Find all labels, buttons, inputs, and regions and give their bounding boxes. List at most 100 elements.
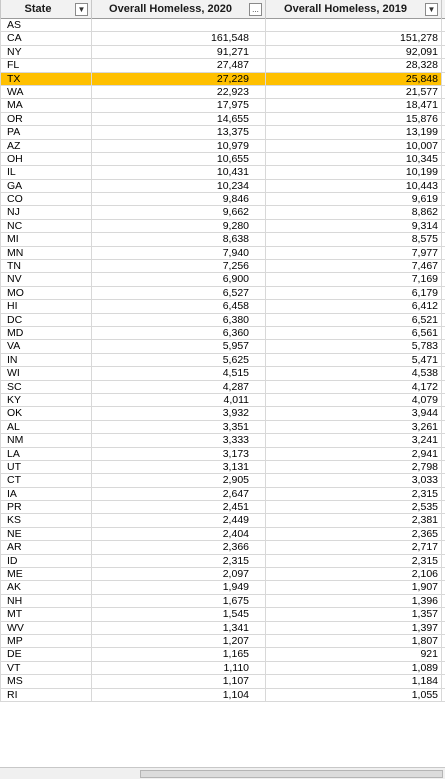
cell-homeless-2019[interactable]: 15,876 [266, 113, 442, 125]
cell-homeless-2020[interactable]: 6,360 [92, 327, 266, 339]
table-row[interactable]: AR 2,366 2,717 [0, 541, 445, 554]
table-row[interactable]: NE 2,404 2,365 [0, 528, 445, 541]
cell-homeless-2020[interactable]: 4,011 [92, 394, 266, 406]
cell-homeless-2020[interactable]: 1,107 [92, 675, 266, 687]
cell-homeless-2019[interactable]: 6,412 [266, 300, 442, 312]
cell-homeless-2020[interactable]: 1,949 [92, 581, 266, 593]
cell-homeless-2019[interactable]: 3,944 [266, 407, 442, 419]
table-row[interactable]: NV 6,900 7,169 [0, 273, 445, 286]
cell-homeless-2019[interactable]: 10,345 [266, 153, 442, 165]
cell-homeless-2019[interactable]: 1,907 [266, 581, 442, 593]
cell-state[interactable]: MA [0, 99, 92, 111]
cell-homeless-2019[interactable]: 2,717 [266, 541, 442, 553]
table-row[interactable]: GA 10,234 10,443 [0, 180, 445, 193]
cell-state[interactable]: MP [0, 635, 92, 647]
cell-homeless-2020[interactable]: 13,375 [92, 126, 266, 138]
cell-state[interactable]: RI [0, 689, 92, 701]
table-row[interactable]: KS 2,449 2,381 [0, 514, 445, 527]
table-row[interactable]: WI 4,515 4,538 [0, 367, 445, 380]
cell-state[interactable]: MI [0, 233, 92, 245]
table-row[interactable]: VT 1,110 1,089 [0, 662, 445, 675]
table-row[interactable]: NJ 9,662 8,862 [0, 206, 445, 219]
cell-homeless-2020[interactable]: 4,287 [92, 381, 266, 393]
scrollbar-thumb[interactable] [140, 770, 443, 778]
cell-homeless-2019[interactable]: 7,467 [266, 260, 442, 272]
cell-homeless-2019[interactable]: 6,521 [266, 314, 442, 326]
cell-homeless-2020[interactable]: 3,173 [92, 448, 266, 460]
filter-dropdown-icon[interactable]: ▼ [425, 3, 438, 16]
cell-homeless-2019[interactable]: 10,199 [266, 166, 442, 178]
cell-homeless-2019[interactable]: 5,471 [266, 354, 442, 366]
cell-state[interactable]: NE [0, 528, 92, 540]
table-row[interactable]: NC 9,280 9,314 [0, 220, 445, 233]
cell-homeless-2020[interactable]: 5,957 [92, 340, 266, 352]
cell-state[interactable]: NC [0, 220, 92, 232]
cell-state[interactable]: IA [0, 488, 92, 500]
cell-homeless-2020[interactable]: 91,271 [92, 46, 266, 58]
cell-state[interactable]: MN [0, 247, 92, 259]
table-row[interactable]: FL 27,487 28,328 [0, 59, 445, 72]
cell-homeless-2019[interactable]: 5,783 [266, 340, 442, 352]
cell-homeless-2020[interactable]: 14,655 [92, 113, 266, 125]
cell-state[interactable]: AK [0, 581, 92, 593]
cell-homeless-2020[interactable]: 3,351 [92, 421, 266, 433]
table-row[interactable]: ID 2,315 2,315 [0, 555, 445, 568]
cell-homeless-2019[interactable]: 2,381 [266, 514, 442, 526]
cell-homeless-2020[interactable]: 9,846 [92, 193, 266, 205]
cell-homeless-2019[interactable]: 18,471 [266, 99, 442, 111]
cell-homeless-2020[interactable]: 1,341 [92, 622, 266, 634]
cell-state[interactable]: NY [0, 46, 92, 58]
cell-homeless-2020[interactable]: 2,404 [92, 528, 266, 540]
cell-homeless-2019[interactable]: 8,575 [266, 233, 442, 245]
column-header-state[interactable]: State ▼ [0, 0, 92, 19]
cell-state[interactable]: TN [0, 260, 92, 272]
cell-state[interactable]: AL [0, 421, 92, 433]
table-row[interactable]: AZ 10,979 10,007 [0, 140, 445, 153]
cell-state[interactable]: NV [0, 273, 92, 285]
table-row[interactable]: RI 1,104 1,055 [0, 689, 445, 702]
table-row[interactable]: MO 6,527 6,179 [0, 287, 445, 300]
cell-homeless-2019[interactable]: 1,807 [266, 635, 442, 647]
cell-homeless-2020[interactable]: 10,234 [92, 180, 266, 192]
cell-homeless-2019[interactable]: 1,357 [266, 608, 442, 620]
cell-homeless-2020[interactable]: 22,923 [92, 86, 266, 98]
cell-state[interactable]: MS [0, 675, 92, 687]
cell-homeless-2020[interactable]: 27,487 [92, 59, 266, 71]
table-row[interactable]: ME 2,097 2,106 [0, 568, 445, 581]
cell-homeless-2020[interactable]: 3,131 [92, 461, 266, 473]
cell-homeless-2020[interactable]: 2,451 [92, 501, 266, 513]
table-row[interactable]: OR 14,655 15,876 [0, 113, 445, 126]
cell-homeless-2019[interactable]: 151,278 [266, 32, 442, 44]
horizontal-scrollbar[interactable] [0, 767, 445, 779]
cell-homeless-2020[interactable]: 1,104 [92, 689, 266, 701]
table-row[interactable]: SC 4,287 4,172 [0, 381, 445, 394]
column-header-2020[interactable]: Overall Homeless, 2020 ... [92, 0, 266, 19]
cell-homeless-2019[interactable]: 2,941 [266, 448, 442, 460]
cell-homeless-2020[interactable]: 1,675 [92, 595, 266, 607]
cell-homeless-2020[interactable]: 2,449 [92, 514, 266, 526]
table-row[interactable]: HI 6,458 6,412 [0, 300, 445, 313]
table-row[interactable]: CT 2,905 3,033 [0, 474, 445, 487]
cell-state[interactable]: VA [0, 340, 92, 352]
cell-state[interactable]: WA [0, 86, 92, 98]
cell-homeless-2020[interactable]: 6,527 [92, 287, 266, 299]
cell-state[interactable]: WI [0, 367, 92, 379]
cell-state[interactable]: FL [0, 59, 92, 71]
cell-homeless-2019[interactable]: 13,199 [266, 126, 442, 138]
cell-homeless-2019[interactable]: 2,535 [266, 501, 442, 513]
cell-homeless-2019[interactable]: 9,619 [266, 193, 442, 205]
cell-homeless-2020[interactable]: 9,662 [92, 206, 266, 218]
cell-homeless-2019[interactable]: 10,007 [266, 140, 442, 152]
table-row[interactable]: WA 22,923 21,577 [0, 86, 445, 99]
cell-homeless-2020[interactable]: 6,458 [92, 300, 266, 312]
cell-homeless-2020[interactable]: 8,638 [92, 233, 266, 245]
cell-state[interactable]: OK [0, 407, 92, 419]
cell-homeless-2019[interactable]: 3,241 [266, 434, 442, 446]
cell-state[interactable]: IN [0, 354, 92, 366]
table-row[interactable]: CO 9,846 9,619 [0, 193, 445, 206]
table-row[interactable]: VA 5,957 5,783 [0, 340, 445, 353]
cell-state[interactable]: CO [0, 193, 92, 205]
cell-homeless-2020[interactable]: 2,097 [92, 568, 266, 580]
table-row[interactable]: PR 2,451 2,535 [0, 501, 445, 514]
table-row[interactable]: MS 1,107 1,184 [0, 675, 445, 688]
